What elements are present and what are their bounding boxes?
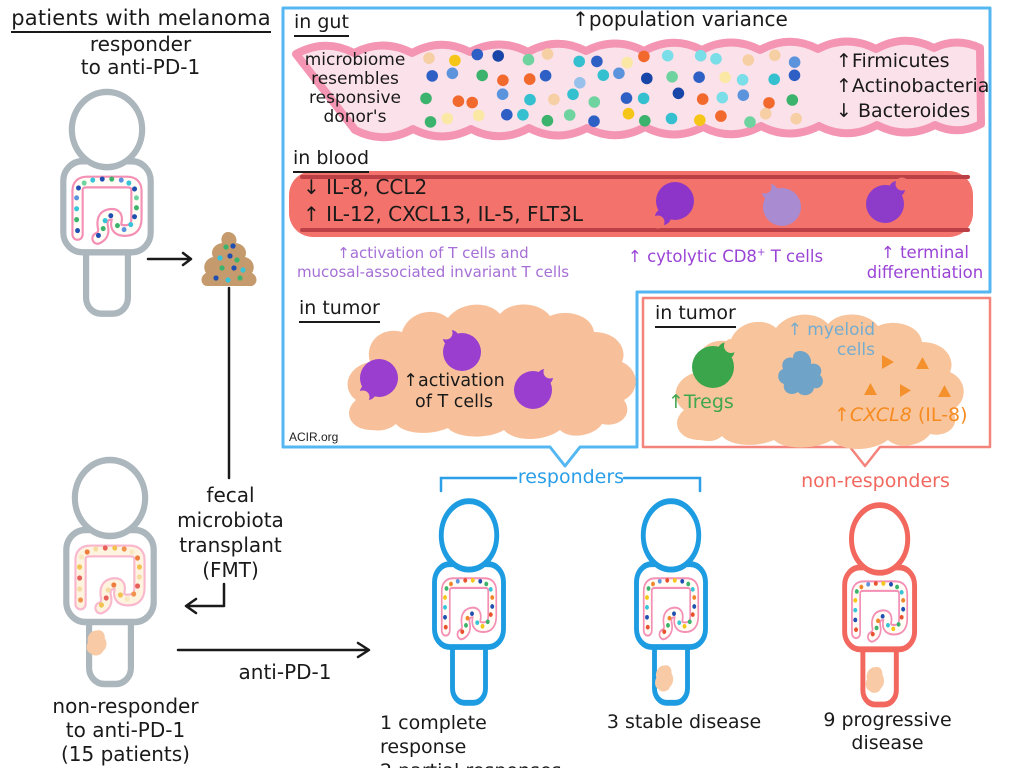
blood-vessel-illustration xyxy=(289,171,973,237)
responder-donor-label: responder to anti-PD-1 xyxy=(80,32,201,79)
responder-outcome-figure-1 xyxy=(435,501,504,703)
cxcl8-triangle-icons xyxy=(864,355,951,397)
responders-callout-box xyxy=(281,6,992,468)
anti-pd1-label: anti-PD-1 xyxy=(238,660,332,684)
cytolytic-t-cell-icon xyxy=(651,182,694,229)
t-cell-activation-label: ↑activation of T cells and mucosal-assoc… xyxy=(296,244,570,281)
in-blood-heading: in blood xyxy=(293,147,370,173)
treg-cell-icon xyxy=(692,339,738,388)
fmt-arrow xyxy=(184,582,226,615)
microbiome-dots xyxy=(420,48,802,128)
gut-band-illustration xyxy=(292,36,985,142)
nonresponder-outcome-label: 9 progressive disease xyxy=(823,709,952,754)
responder-tumor-illustration xyxy=(347,304,636,439)
in-gut-heading: in gut xyxy=(294,11,349,37)
activated-t-cell-icon xyxy=(356,359,398,404)
terminal-t-cell-icon xyxy=(866,177,909,223)
nonresponder-recipient-label: non-responder to anti-PD-1 (15 patients) xyxy=(52,694,199,766)
t-cell-light-icon xyxy=(758,180,801,226)
responder-outcome-figure-2 xyxy=(637,501,706,703)
cxcl8-label: ↑CXCL8 (IL-8) xyxy=(834,404,968,426)
myeloid-cells-label: ↑ myeloid cells xyxy=(787,320,875,360)
microbiome-donor-label: microbiome resembles responsive donor's xyxy=(304,50,406,127)
stool-arrow xyxy=(146,251,193,267)
cytolytic-cd8-label: ↑ cytolytic CD8+ T cells xyxy=(628,247,824,266)
nonresponders-label: non-responders xyxy=(801,470,950,492)
page-title: patients with melanoma xyxy=(8,6,274,34)
flora-changes-label: ↑Firmicutes ↑Actinobacteria ↓ Bacteroide… xyxy=(836,50,990,122)
responders-label: responders xyxy=(517,466,625,488)
in-tumor-responders-heading: in tumor xyxy=(299,297,380,323)
myeloid-cell-icon xyxy=(778,351,823,396)
stool-sample-icon xyxy=(201,232,257,286)
acir-credit: ACIR.org xyxy=(289,430,339,444)
blood-decreased-label: ↓ IL-8, CCL2 xyxy=(303,175,428,199)
blood-increased-label: ↑ IL-12, CXCL13, IL-5, FLT3L xyxy=(303,202,583,226)
activated-t-cell-icon xyxy=(514,365,557,409)
population-variance-label: ↑population variance xyxy=(572,7,788,31)
nonresponder-recipient-figure xyxy=(66,460,153,684)
nonresponder-tumor-illustration xyxy=(675,314,964,449)
activated-t-cell-icon xyxy=(439,326,481,371)
tumor-activation-label: ↑activation of T cells xyxy=(403,371,505,412)
tregs-label: ↑Tregs xyxy=(668,391,734,413)
flow-arrows xyxy=(146,251,371,659)
anti-pd1-arrow xyxy=(176,641,371,659)
responder-donor-figure xyxy=(63,92,150,314)
responders-bracket xyxy=(439,476,702,493)
in-tumor-nonresponders-heading: in tumor xyxy=(655,302,736,328)
terminal-differentiation-label: ↑ terminal differentiation xyxy=(866,243,984,282)
nonresponder-outcome-figure xyxy=(845,505,915,704)
fmt-label: fecal microbiota transplant (FMT) xyxy=(177,483,284,582)
responder-outcome-1-label: 1 complete response 2 partial responses xyxy=(380,712,562,768)
responder-outcome-2-label: 3 stable disease xyxy=(606,711,762,733)
